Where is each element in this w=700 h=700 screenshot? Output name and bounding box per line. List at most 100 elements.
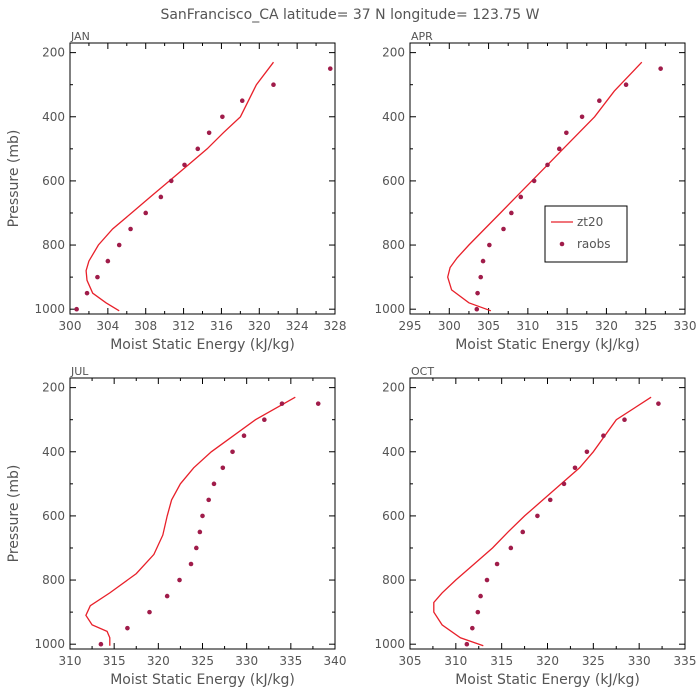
plot-frame — [69, 42, 336, 315]
data-point-raobs — [561, 481, 567, 487]
y-axis-label: Pressure (mb) — [6, 130, 22, 228]
legend-label: zt20 — [577, 215, 603, 229]
x-tick-label: 315 — [556, 319, 579, 333]
x-tick-label: 325 — [582, 654, 605, 668]
data-point-raobs — [164, 593, 170, 599]
data-point-raobs — [470, 625, 475, 631]
panels-group: JAN 300 304 308 312 316 320 324 328 200 400 600 800 1… — [6, 30, 696, 688]
data-point-raobs — [220, 465, 226, 471]
data-point-raobs — [74, 306, 79, 312]
x-axis-label: Moist Static Energy (kJ/kg) — [110, 337, 295, 353]
data-point-raobs — [475, 609, 481, 615]
x-tick-label: 325 — [191, 654, 214, 668]
x-tick-label: 320 — [248, 319, 271, 333]
data-point-raobs — [220, 114, 225, 120]
data-point-raobs — [556, 146, 562, 152]
data-point-raobs — [197, 529, 203, 535]
plot-frame — [409, 42, 686, 315]
x-tick-label: 340 — [324, 654, 347, 668]
x-tick-label: 320 — [536, 654, 559, 668]
series-line-zt20 — [85, 396, 296, 646]
x-tick-label: 305 — [399, 654, 422, 668]
y-tick-label: 800 — [382, 238, 405, 252]
x-tick-label: 320 — [147, 654, 170, 668]
data-point-raobs — [84, 290, 90, 296]
x-tick-label: 315 — [490, 654, 513, 668]
data-point-raobs — [125, 625, 130, 631]
data-point-raobs — [143, 210, 149, 216]
data-point-raobs — [241, 433, 247, 439]
y-tick-label: 200 — [382, 381, 405, 395]
y-tick-label: 400 — [382, 110, 405, 124]
data-point-raobs — [484, 577, 490, 583]
x-tick-label: 295 — [399, 319, 422, 333]
y-tick-label: 1000 — [374, 637, 405, 651]
y-tick-label: 200 — [382, 46, 405, 60]
data-point-raobs — [601, 433, 606, 439]
y-tick-label: 400 — [382, 445, 405, 459]
x-axis-label: Moist Static Energy (kJ/kg) — [110, 672, 295, 688]
data-point-raobs — [116, 242, 122, 248]
y-tick-label: 1000 — [34, 637, 65, 651]
data-point-raobs — [200, 513, 205, 519]
data-point-raobs — [520, 529, 526, 535]
y-tick-label: 400 — [42, 445, 65, 459]
x-tick-label: 316 — [210, 319, 233, 333]
legend: zt20 raobs — [544, 205, 628, 263]
data-point-raobs — [475, 290, 480, 296]
panel-oct: OCT 305 310 315 320 325 330 335 200 400 600 800 1000… — [374, 365, 696, 688]
data-point-raobs — [478, 274, 484, 280]
data-point-raobs — [128, 226, 133, 232]
data-point-raobs — [579, 114, 585, 120]
x-axis-label: Moist Static Energy (kJ/kg) — [455, 337, 640, 353]
y-tick-label: 800 — [42, 238, 65, 252]
data-point-raobs — [239, 98, 245, 104]
data-point-raobs — [195, 146, 201, 152]
data-point-raobs — [501, 226, 506, 232]
data-point-raobs — [509, 210, 514, 216]
series-line-zt20 — [85, 61, 275, 312]
data-point-raobs — [535, 513, 540, 519]
legend-label: raobs — [577, 237, 611, 251]
data-point-raobs — [584, 449, 590, 455]
data-point-raobs — [262, 417, 267, 422]
x-tick-label: 320 — [595, 319, 618, 333]
data-point-raobs — [508, 545, 514, 551]
y-tick-label: 800 — [42, 573, 65, 587]
data-point-raobs — [168, 178, 174, 184]
series-line-zt20 — [433, 396, 652, 647]
data-point-raobs — [474, 306, 480, 312]
data-point-raobs — [211, 481, 217, 487]
data-point-raobs — [315, 401, 321, 406]
data-point-raobs — [564, 130, 569, 136]
data-point-raobs — [188, 561, 194, 567]
y-tick-label: 600 — [42, 509, 65, 523]
data-point-raobs — [194, 545, 199, 551]
x-tick-label: 310 — [59, 654, 82, 668]
data-point-raobs — [230, 449, 235, 455]
x-tick-label: 304 — [96, 319, 119, 333]
data-point-raobs — [656, 401, 661, 406]
y-tick-label: 800 — [382, 573, 405, 587]
data-point-raobs — [623, 82, 629, 87]
y-tick-label: 200 — [42, 381, 65, 395]
panel-jan: JAN 300 304 308 312 316 320 324 328 200 400 600 800 1… — [6, 30, 346, 353]
data-point-raobs — [182, 162, 187, 168]
x-tick-label: 310 — [444, 654, 467, 668]
x-tick-label: 330 — [628, 654, 651, 668]
x-tick-label: 300 — [438, 319, 461, 333]
x-tick-label: 330 — [235, 654, 258, 668]
x-tick-label: 335 — [674, 654, 697, 668]
x-tick-label: 335 — [279, 654, 302, 668]
x-tick-label: 312 — [172, 319, 195, 333]
data-point-raobs — [572, 465, 578, 471]
data-point-raobs — [158, 194, 164, 200]
x-tick-label: 308 — [134, 319, 157, 333]
panel-apr: APR 295 300 305 310 315 320 325 330 200 400 600 800 1… — [374, 30, 696, 353]
data-point-raobs — [545, 162, 550, 168]
y-axis-label: Pressure (mb) — [6, 465, 22, 563]
panel-jul: JUL 310 315 320 325 330 335 340 200 400 600 800 1000… — [6, 365, 346, 688]
data-point-raobs — [597, 98, 602, 104]
y-tick-label: 400 — [42, 110, 65, 124]
